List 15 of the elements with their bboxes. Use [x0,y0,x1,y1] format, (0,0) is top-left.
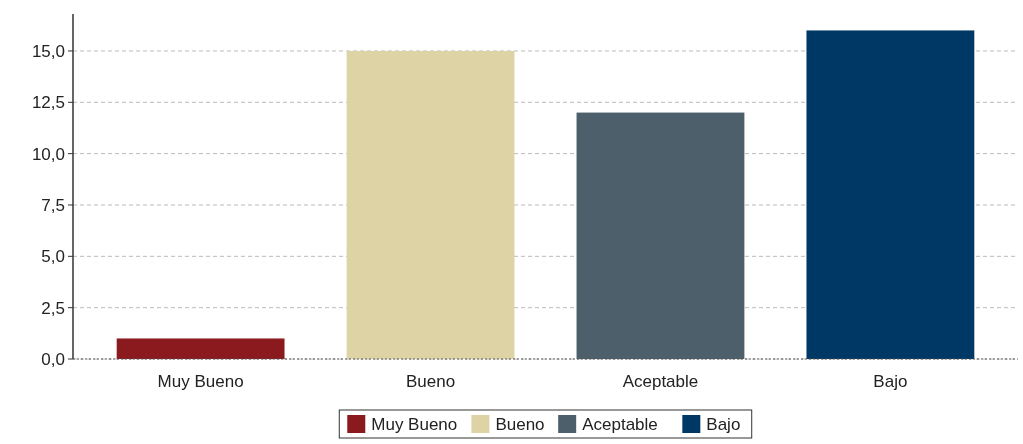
x-tick-label: Muy Bueno [157,372,244,391]
y-tick-label: 10,0 [31,144,65,164]
x-tick-label: Aceptable [622,372,699,391]
legend-label: Aceptable [582,414,658,434]
x-tick-label: Bueno [405,372,456,391]
legend-label: Bueno [495,414,545,434]
y-tick-label: 0,0 [41,349,65,369]
y-tick-label: 7,5 [41,195,65,215]
y-tick-label: 12,5 [31,93,65,113]
x-tick-label: Bajo [873,372,908,391]
y-tick-label: 2,5 [41,298,65,318]
y-tick-label: 5,0 [41,247,65,267]
y-tick-label: 15,0 [31,41,65,61]
legend-label: Muy Bueno [371,414,458,434]
legend-label: Bajo [706,414,741,434]
